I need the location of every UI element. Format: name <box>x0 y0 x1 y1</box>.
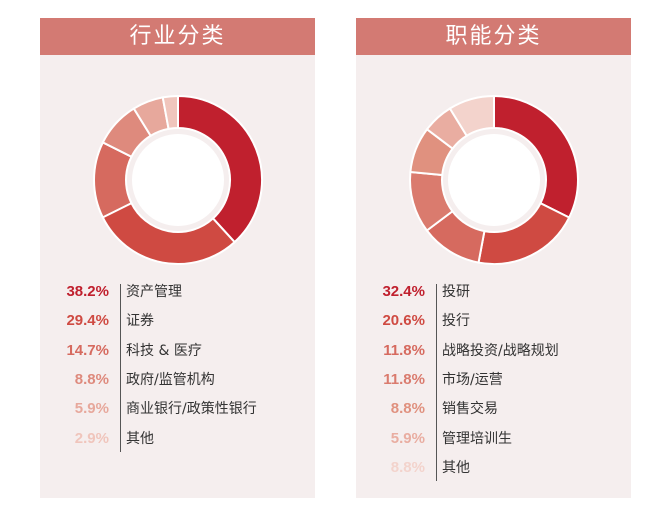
donut-slice-7 <box>448 94 495 138</box>
legend-row: 29.4% 证券 <box>40 309 315 333</box>
function-panel: 职能分类 32.4% 投研 20.6% 投行 11.8% 战略投资/战略规划 11.8% 市场… <box>356 18 631 498</box>
legend-divider <box>436 284 437 482</box>
donut-slice-1 <box>493 94 579 219</box>
function-title: 职能分类 <box>356 18 631 55</box>
legend-label: 其他 <box>126 430 154 447</box>
legend-value: 11.8% <box>383 370 425 388</box>
legend-row: 8.8% 其他 <box>356 456 631 480</box>
donut-slice-1 <box>177 94 263 244</box>
legend-row: 5.9% 商业银行/政策性银行 <box>40 397 315 421</box>
legend-row: 11.8% 战略投资/战略规划 <box>356 339 631 363</box>
legend-label: 管理培训生 <box>442 430 512 447</box>
legend-row: 20.6% 投行 <box>356 309 631 333</box>
industry-donut-chart <box>93 94 263 265</box>
industry-panel: 行业分类 38.2% 资产管理 29.4% 证券 14.7% 科技 & 医疗 8.8% 政府/… <box>40 18 315 498</box>
legend-label: 资产管理 <box>126 284 182 300</box>
legend-row: 38.2% 资产管理 <box>40 280 315 304</box>
legend-value: 5.9% <box>390 429 425 447</box>
legend-label: 其他 <box>442 459 470 476</box>
legend-value: 2.9% <box>74 429 109 447</box>
legend-row: 32.4% 投研 <box>356 280 631 304</box>
legend-value: 38.2% <box>66 283 109 300</box>
donut-hole <box>132 134 224 226</box>
legend-label: 证券 <box>126 313 154 330</box>
donut-hole <box>448 134 540 226</box>
legend-value: 14.7% <box>66 341 109 359</box>
legend-divider <box>120 284 121 452</box>
function-donut-chart <box>409 94 579 265</box>
legend-value: 8.8% <box>390 400 425 418</box>
legend-value: 32.4% <box>382 283 425 300</box>
legend-value: 8.8% <box>74 370 109 388</box>
legend-row: 8.8% 销售交易 <box>356 397 631 421</box>
donut-slice-6 <box>161 94 179 131</box>
legend-value: 8.8% <box>390 458 425 476</box>
legend-label: 投行 <box>442 313 470 330</box>
legend-label: 销售交易 <box>442 401 498 418</box>
legend-label: 市场/运营 <box>442 371 503 388</box>
legend-value: 11.8% <box>383 341 425 359</box>
legend-value: 5.9% <box>74 400 109 418</box>
legend-row: 5.9% 管理培训生 <box>356 427 631 451</box>
legend-value: 20.6% <box>382 312 425 330</box>
legend-label: 科技 & 医疗 <box>126 342 202 359</box>
legend-row: 11.8% 市场/运营 <box>356 368 631 392</box>
legend-label: 商业银行/政策性银行 <box>126 401 257 418</box>
legend-row: 8.8% 政府/监管机构 <box>40 368 315 392</box>
legend-row: 2.9% 其他 <box>40 427 315 451</box>
legend-row: 14.7% 科技 & 医疗 <box>40 339 315 363</box>
legend-value: 29.4% <box>66 312 109 330</box>
legend-label: 战略投资/战略规划 <box>442 342 559 359</box>
industry-title: 行业分类 <box>40 18 315 55</box>
legend-label: 政府/监管机构 <box>126 371 215 388</box>
legend-label: 投研 <box>442 284 470 300</box>
